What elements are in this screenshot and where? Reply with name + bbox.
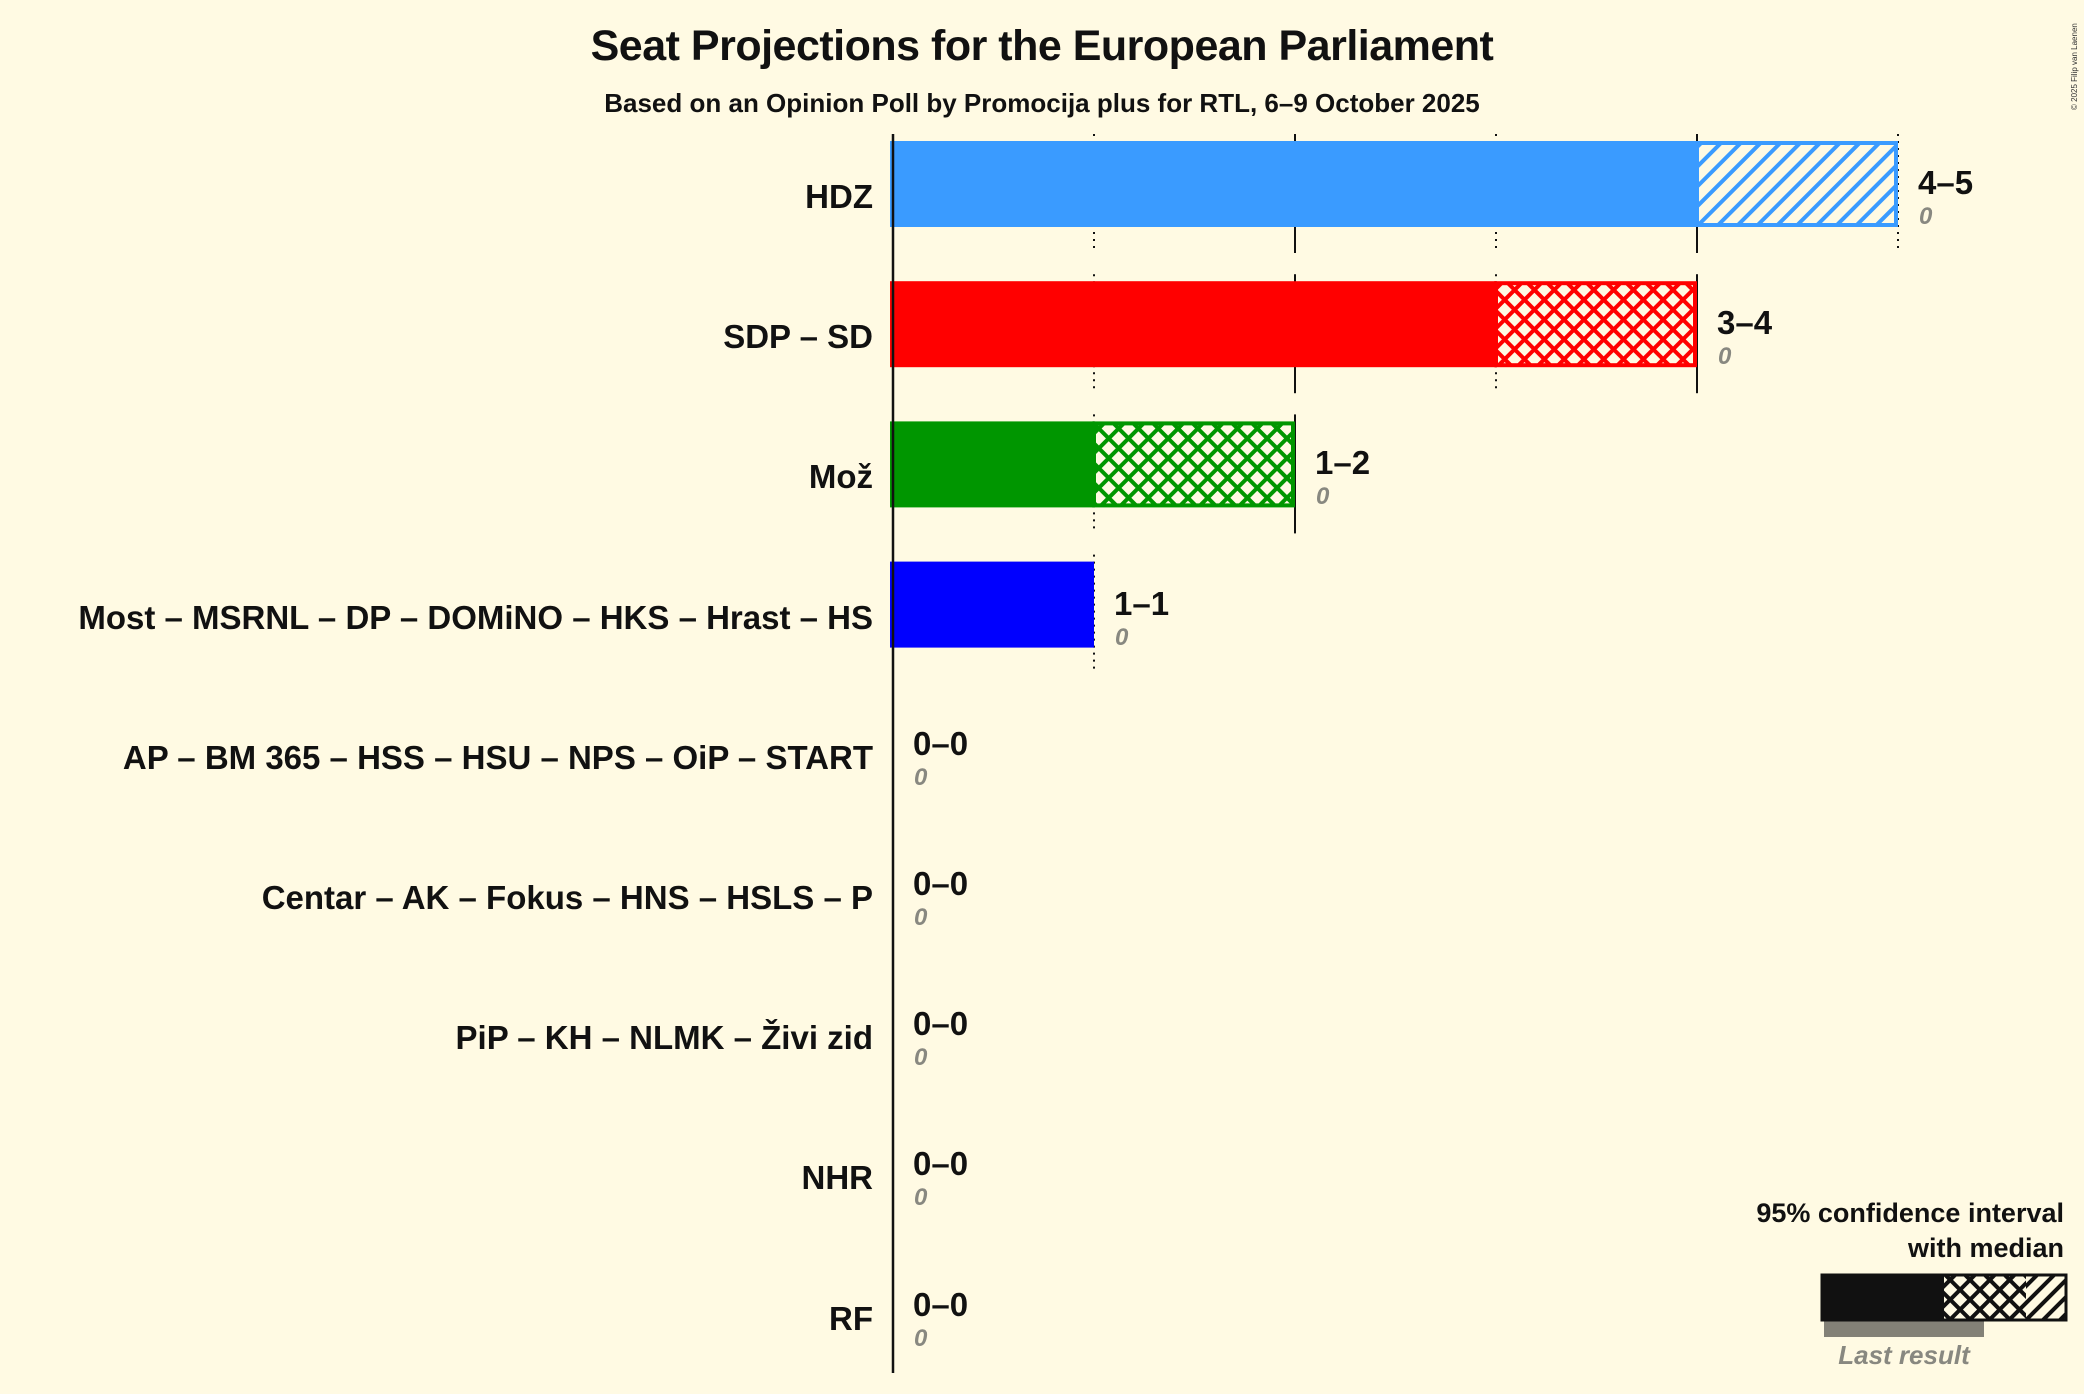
party-label: AP – BM 365 – HSS – HSU – NPS – OiP – ST… <box>122 738 873 776</box>
legend-last-result-bar <box>1824 1320 1984 1337</box>
legend-median-bar <box>1822 1275 1944 1320</box>
last-result-label: 0 <box>1919 203 1933 230</box>
last-result-label: 0 <box>914 763 928 791</box>
party-label: RF <box>829 1299 873 1337</box>
party-label: PiP – KH – NLMK – Živi zid <box>455 1019 873 1057</box>
seat-range-label: 0–0 <box>913 1285 969 1323</box>
party-label: Most – MSRNL – DP – DOMiNO – HKS – Hrast… <box>78 598 873 636</box>
confidence-interval-bar <box>1695 141 1898 227</box>
legend-outline <box>1820 1273 2068 1322</box>
median-bar <box>890 141 1697 227</box>
party-label: HDZ <box>805 178 873 215</box>
legend-line-1: 95% confidence interval <box>1756 1198 2064 1228</box>
chart-subtitle: Based on an Opinion Poll by Promocija pl… <box>604 88 1480 118</box>
seat-range-label: 0–0 <box>913 1145 969 1183</box>
confidence-interval-bar <box>1092 421 1295 508</box>
seat-range-label: 1–2 <box>1315 444 1371 482</box>
seat-range-label: 1–1 <box>1114 584 1170 622</box>
bars <box>890 141 1898 648</box>
seat-range-label: 4–5 <box>1918 164 1974 201</box>
legend-ci-hatch <box>2026 1275 2066 1320</box>
last-result-label: 0 <box>1316 483 1330 511</box>
seat-range-label: 0–0 <box>913 1005 969 1043</box>
seat-range-label: 3–4 <box>1717 304 1773 342</box>
last-result-label: 0 <box>914 1184 928 1212</box>
median-bar <box>890 281 1496 368</box>
last-result-label: 0 <box>914 1044 928 1072</box>
chart-title: Seat Projections for the European Parlia… <box>590 22 1494 70</box>
last-result-label: 0 <box>1718 343 1732 371</box>
seat-range-label: 0–0 <box>913 724 969 762</box>
legend-title: 95% confidence interval with median <box>1756 1196 2064 1266</box>
last-result-label: 0 <box>914 904 928 931</box>
party-label: Mož <box>808 458 873 496</box>
legend-graphic <box>1820 1273 2068 1337</box>
last-result-label: 0 <box>914 1324 928 1352</box>
party-label: SDP – SD <box>723 318 873 356</box>
seat-range-label: 0–0 <box>913 865 969 902</box>
median-bar <box>890 421 1094 508</box>
party-label: NHR <box>801 1159 874 1197</box>
confidence-interval-bar <box>1494 281 1697 368</box>
median-bar <box>890 561 1094 648</box>
legend-line-2: with median <box>1907 1233 2064 1263</box>
legend-ci-crosshatch <box>1944 1275 2026 1320</box>
last-result-label: 0 <box>1115 623 1129 651</box>
party-label: Centar – AK – Fokus – HNS – HSLS – P <box>261 879 873 916</box>
legend-last-result-label: Last result <box>1838 1340 1970 1370</box>
